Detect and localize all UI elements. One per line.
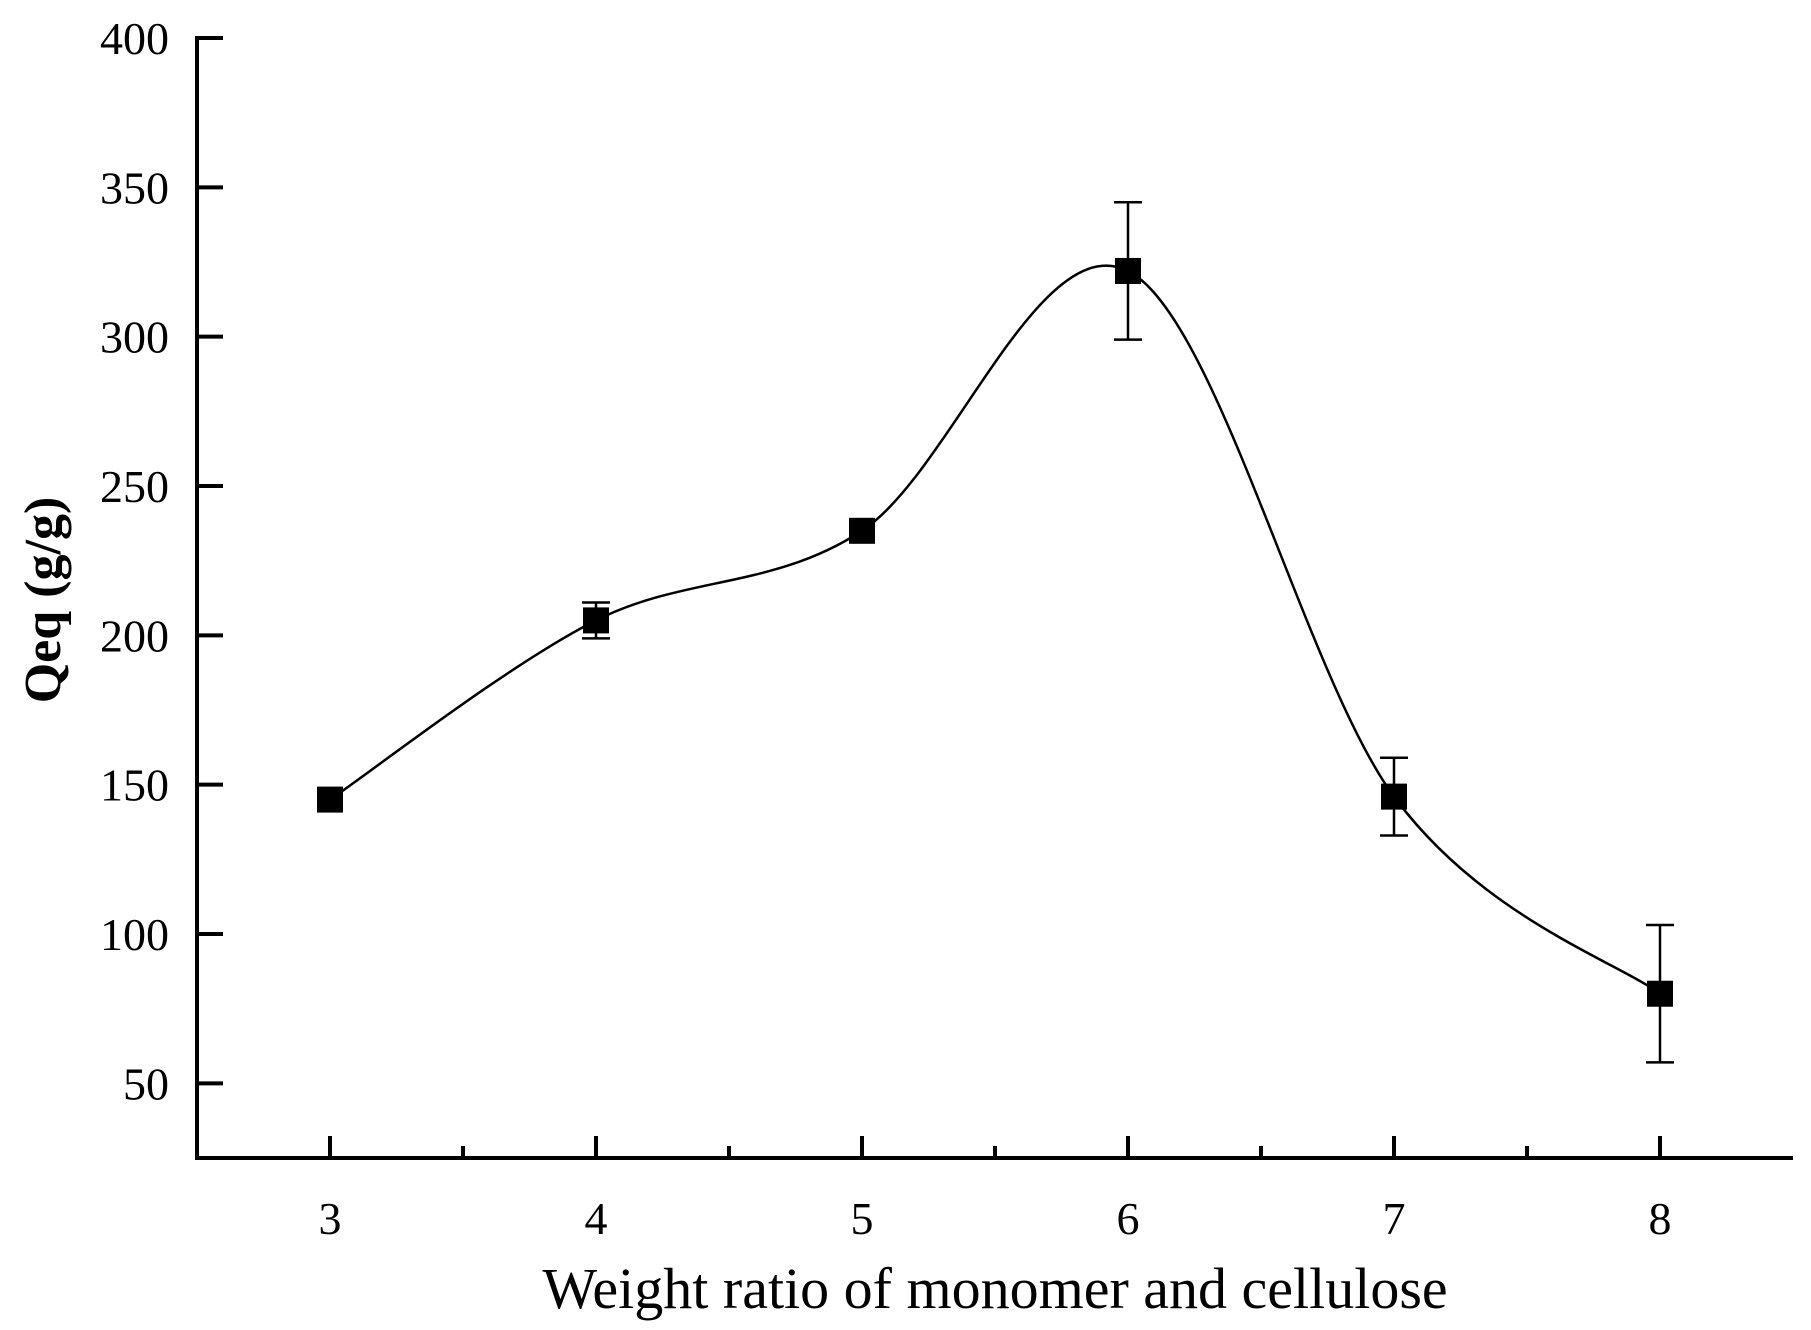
y-tick-label: 100: [100, 909, 169, 960]
y-tick-label: 250: [100, 461, 169, 512]
fit-curve: [329, 264, 1661, 995]
x-tick-label: 4: [585, 1193, 608, 1244]
data-point: [849, 517, 875, 544]
fit-curve-layer: [329, 264, 1661, 995]
error-bars-layer: [582, 201, 1674, 1064]
data-point: [1115, 257, 1141, 284]
y-tick-label: 200: [100, 610, 169, 661]
x-tick-label: 3: [319, 1193, 342, 1244]
y-axis-title: Qeq (g/g): [15, 497, 72, 704]
y-tick-label: 350: [100, 162, 169, 213]
x-tick-label: 7: [1383, 1193, 1406, 1244]
y-tick-label: 150: [100, 760, 169, 811]
tick-labels-layer: 50 100 150 200 250 300 350 400 3 4 5 6 7 8: [100, 13, 1672, 1244]
x-axis-title: Weight ratio of monomer and cellulose: [542, 1256, 1447, 1321]
data-points-layer: [317, 257, 1673, 1007]
data-point: [1647, 980, 1673, 1007]
x-tick-label: 5: [851, 1193, 874, 1244]
x-tick-label: 6: [1117, 1193, 1140, 1244]
y-tick-label: 50: [123, 1058, 169, 1109]
x-tick-label: 8: [1649, 1193, 1672, 1244]
y-tick-label: 400: [100, 13, 169, 64]
axes: [195, 36, 1793, 1160]
y-tick-label: 300: [100, 312, 169, 363]
data-point: [317, 786, 343, 813]
data-point: [1381, 783, 1407, 810]
data-point: [583, 607, 609, 634]
